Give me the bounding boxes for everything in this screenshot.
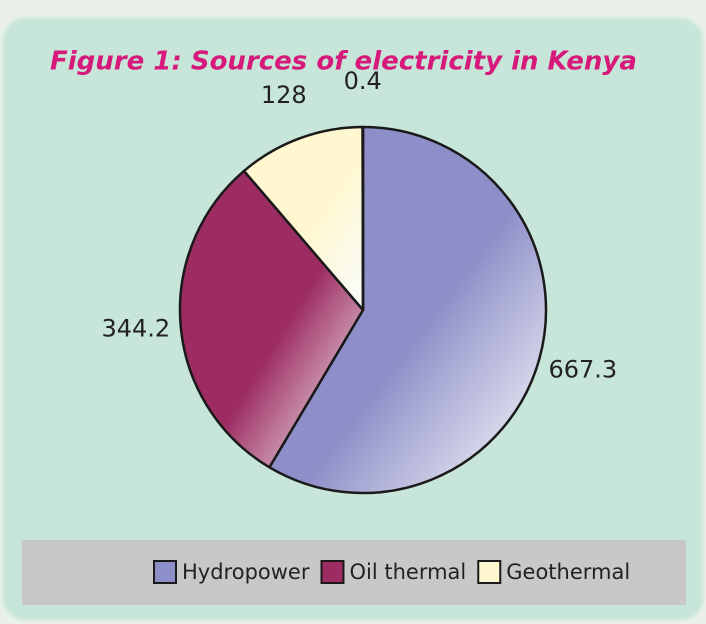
value-label: 128 xyxy=(261,81,307,109)
value-label: 0.4 xyxy=(344,67,382,95)
value-label: 344.2 xyxy=(101,314,170,342)
legend-box xyxy=(22,540,686,605)
pie-slice xyxy=(242,125,365,312)
value-label: 667.3 xyxy=(548,355,617,383)
pie-slice xyxy=(268,125,548,495)
chart-title: Figure 1: Sources of electricity in Keny… xyxy=(50,47,637,77)
legend-label: Oil thermal xyxy=(349,560,466,584)
pie-slice xyxy=(178,169,365,469)
legend-label: Geothermal xyxy=(506,560,630,584)
legend-swatch xyxy=(477,560,502,584)
legend-swatch xyxy=(320,560,345,584)
legend-swatch xyxy=(153,560,177,584)
legend-label: Hydropower xyxy=(182,560,310,584)
